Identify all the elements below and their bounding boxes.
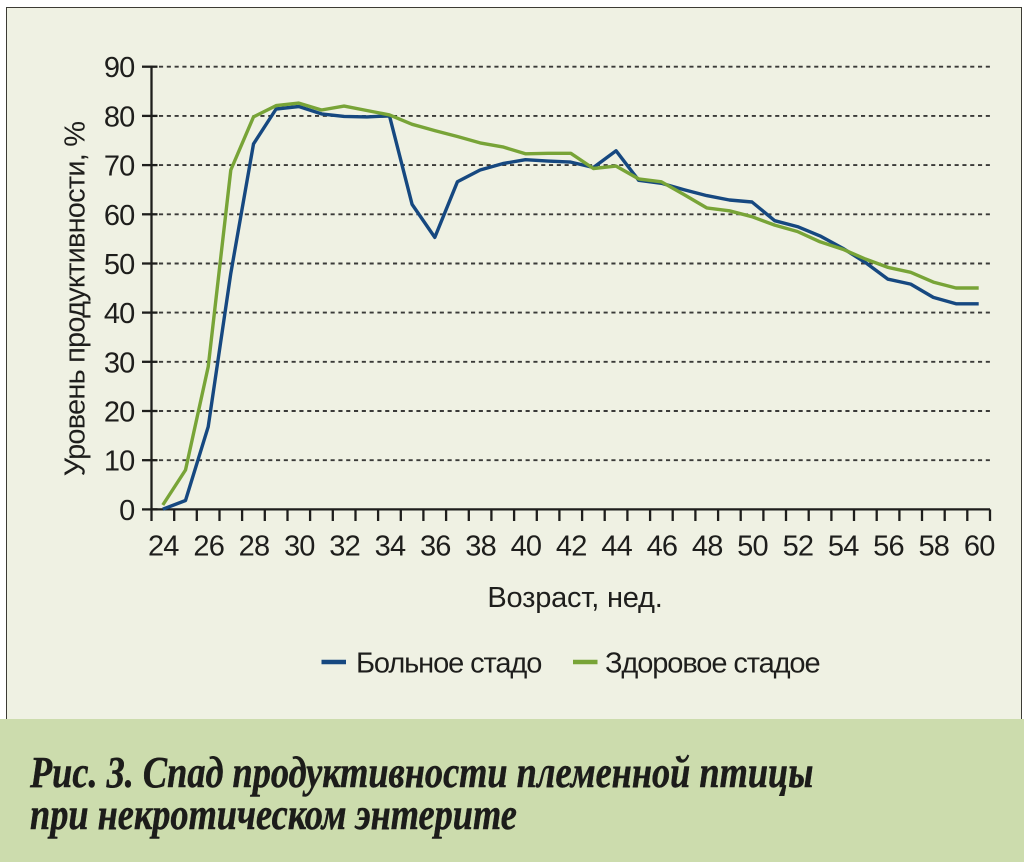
- svg-text:34: 34: [375, 531, 406, 563]
- svg-text:58: 58: [918, 531, 949, 563]
- svg-text:38: 38: [465, 531, 496, 563]
- svg-text:70: 70: [104, 151, 135, 183]
- svg-text:46: 46: [647, 531, 678, 563]
- svg-text:32: 32: [329, 531, 360, 563]
- svg-text:24: 24: [148, 531, 179, 563]
- svg-text:Возраст, нед.: Возраст, нед.: [487, 582, 662, 614]
- svg-text:Здоровое стадое: Здоровое стадое: [605, 648, 819, 680]
- svg-text:90: 90: [104, 52, 135, 84]
- svg-text:52: 52: [783, 531, 814, 563]
- svg-text:40: 40: [104, 298, 135, 330]
- svg-text:50: 50: [104, 249, 135, 281]
- svg-text:28: 28: [239, 531, 270, 563]
- svg-text:80: 80: [104, 101, 135, 133]
- svg-text:Уровень продуктивности, %: Уровень продуктивности, %: [60, 122, 92, 476]
- svg-text:0: 0: [119, 495, 134, 527]
- svg-text:60: 60: [104, 200, 135, 232]
- svg-text:50: 50: [737, 531, 768, 563]
- svg-text:26: 26: [193, 531, 224, 563]
- svg-text:10: 10: [104, 446, 135, 478]
- svg-text:Больное стадо: Больное стадо: [356, 648, 541, 680]
- svg-text:60: 60: [964, 531, 995, 563]
- svg-text:30: 30: [104, 347, 135, 379]
- svg-text:40: 40: [511, 531, 542, 563]
- svg-text:48: 48: [692, 531, 723, 563]
- svg-text:36: 36: [420, 531, 451, 563]
- svg-text:30: 30: [284, 531, 315, 563]
- svg-text:42: 42: [556, 531, 587, 563]
- svg-text:54: 54: [828, 531, 859, 563]
- svg-text:44: 44: [601, 531, 632, 563]
- svg-text:56: 56: [873, 531, 904, 563]
- svg-text:20: 20: [104, 397, 135, 429]
